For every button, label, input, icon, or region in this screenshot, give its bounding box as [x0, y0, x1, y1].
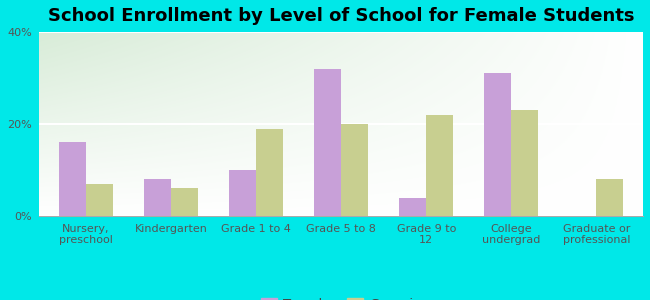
- Bar: [341, 124, 369, 216]
- Bar: [144, 179, 171, 216]
- Bar: [256, 129, 283, 216]
- Bar: [596, 179, 623, 216]
- Legend: Temple, Georgia: Temple, Georgia: [255, 292, 426, 300]
- Bar: [512, 110, 538, 216]
- Bar: [426, 115, 454, 216]
- Bar: [59, 142, 86, 216]
- Bar: [86, 184, 113, 216]
- Bar: [399, 198, 426, 216]
- Bar: [171, 188, 198, 216]
- Bar: [314, 69, 341, 216]
- Title: School Enrollment by Level of School for Female Students: School Enrollment by Level of School for…: [48, 7, 634, 25]
- Bar: [484, 74, 512, 216]
- Bar: [229, 170, 256, 216]
